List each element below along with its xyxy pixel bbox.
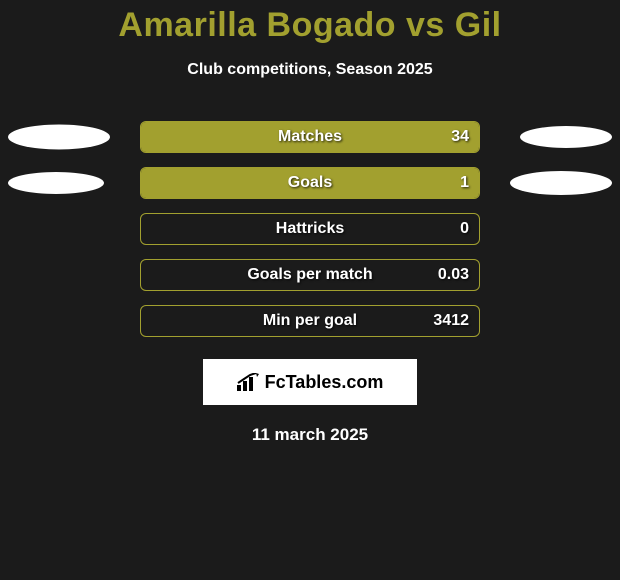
stat-value: 0 xyxy=(460,220,469,238)
stat-row: Hattricks 0 xyxy=(0,213,620,245)
player-oval-left xyxy=(8,125,110,150)
stat-value: 1 xyxy=(460,174,469,192)
stat-value: 3412 xyxy=(433,312,469,330)
stat-value: 0.03 xyxy=(438,266,469,284)
stat-bar: Hattricks 0 xyxy=(140,213,480,245)
stat-bar: Matches 34 xyxy=(140,121,480,153)
stat-row: Min per goal 3412 xyxy=(0,305,620,337)
stats-area: Matches 34 Goals 1 Hattricks 0 Goals per match… xyxy=(0,121,620,337)
stat-row: Goals per match 0.03 xyxy=(0,259,620,291)
stat-bar: Min per goal 3412 xyxy=(140,305,480,337)
player-oval-left xyxy=(8,172,104,194)
player-oval-right xyxy=(520,126,612,148)
stat-label: Goals per match xyxy=(247,266,372,284)
stat-label: Min per goal xyxy=(263,312,357,330)
stat-bar: Goals 1 xyxy=(140,167,480,199)
stat-row: Goals 1 xyxy=(0,167,620,199)
brand-box: FcTables.com xyxy=(203,359,417,405)
player-oval-right xyxy=(510,171,612,195)
page-title: Amarilla Bogado vs Gil xyxy=(118,6,501,45)
stat-label: Goals xyxy=(288,174,332,192)
stat-label: Hattricks xyxy=(276,220,344,238)
stat-label: Matches xyxy=(278,128,342,146)
stat-row: Matches 34 xyxy=(0,121,620,153)
stat-bar: Goals per match 0.03 xyxy=(140,259,480,291)
chart-icon xyxy=(237,373,259,391)
root-container: Amarilla Bogado vs Gil Club competitions… xyxy=(0,0,620,445)
page-subtitle: Club competitions, Season 2025 xyxy=(187,61,432,79)
brand-text: FcTables.com xyxy=(265,372,384,393)
stat-value: 34 xyxy=(451,128,469,146)
footer-date: 11 march 2025 xyxy=(252,425,368,445)
